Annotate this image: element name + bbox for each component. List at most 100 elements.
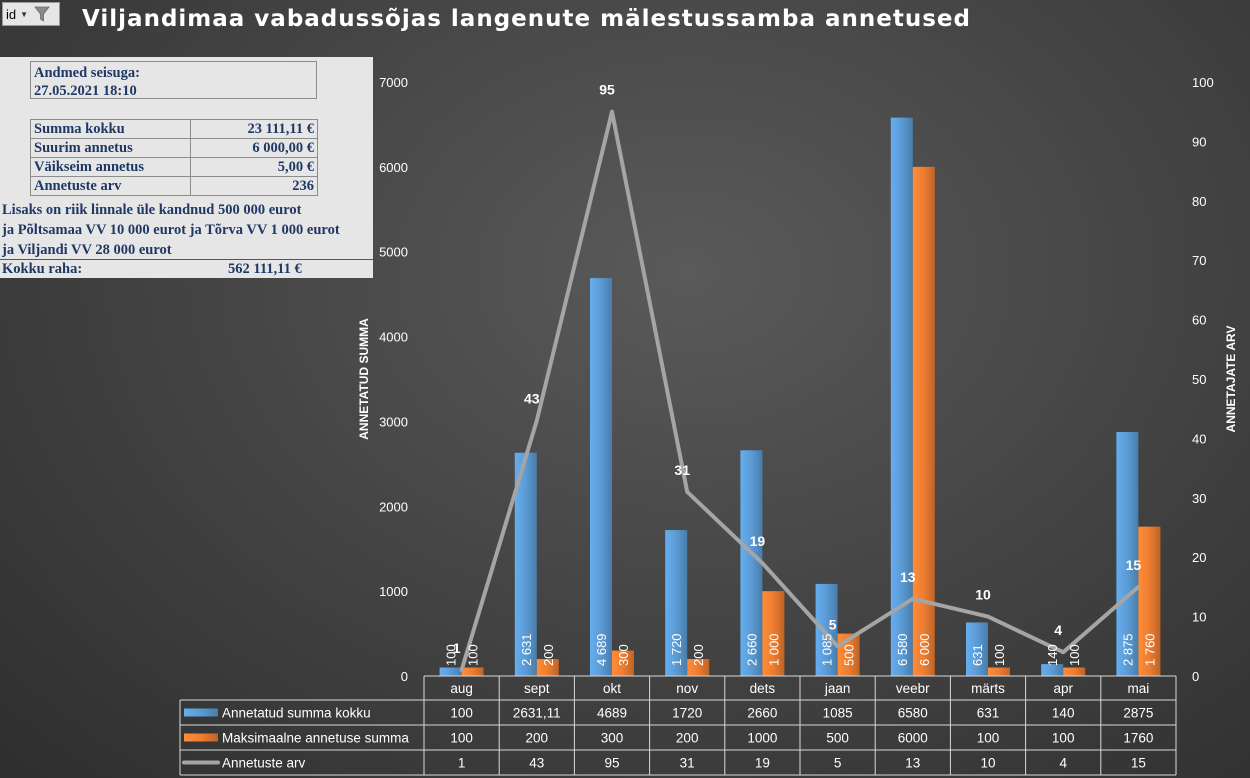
chart-line-series bbox=[459, 109, 1141, 673]
note-line: Lisaks on riik linnale üle kandnud 500 0… bbox=[2, 202, 302, 218]
bar-annetatud-summa bbox=[1116, 432, 1139, 676]
bar-data-label: 200 bbox=[541, 644, 556, 666]
y2-tick-label: 40 bbox=[1192, 431, 1206, 446]
x-tick-label: veebr bbox=[896, 681, 930, 696]
table-cell: 5 bbox=[834, 756, 842, 771]
table-cell: 19 bbox=[755, 756, 770, 771]
table-cell: 2631,11 bbox=[513, 706, 561, 721]
bar-annetatud-summa bbox=[665, 530, 688, 676]
stats-row: Väikseim annetus 5,00 € bbox=[30, 157, 318, 177]
legend-key-bar bbox=[184, 708, 218, 717]
stats-table: Summa kokku 23 111,11 € Suurim annetus 6… bbox=[30, 119, 318, 196]
state-funding-note: Lisaks on riik linnale üle kandnud 500 0… bbox=[2, 200, 340, 260]
filter-dropdown[interactable]: id ▼ bbox=[2, 2, 60, 26]
line-data-label: 43 bbox=[524, 391, 540, 407]
table-cell: 300 bbox=[601, 731, 624, 746]
line-data-label: 5 bbox=[829, 616, 837, 632]
bar-data-label: 4 689 bbox=[594, 633, 609, 666]
table-cell: 1 bbox=[458, 756, 466, 771]
line-data-label: 13 bbox=[900, 569, 916, 585]
x-tick-label: jaan bbox=[824, 681, 851, 696]
table-cell: 31 bbox=[680, 756, 695, 771]
info-panel: Andmed seisuga: 27.05.2021 18:10 Summa k… bbox=[0, 57, 373, 278]
table-cell: 15 bbox=[1131, 756, 1146, 771]
table-cell: 2875 bbox=[1123, 706, 1153, 721]
x-tick-label: okt bbox=[603, 681, 621, 696]
bar-data-label: 140 bbox=[1045, 644, 1060, 666]
asof-box: Andmed seisuga: 27.05.2021 18:10 bbox=[30, 61, 317, 99]
table-cell: 200 bbox=[526, 731, 549, 746]
bar-annetatud-summa bbox=[966, 622, 988, 676]
stat-value: 6 000,00 € bbox=[190, 138, 318, 158]
y2-tick-label: 20 bbox=[1192, 550, 1206, 565]
y-axis-title: ANNETATUD SUMMA bbox=[357, 318, 371, 440]
table-cell: 1760 bbox=[1123, 731, 1153, 746]
x-tick-label: aug bbox=[450, 681, 473, 696]
y-tick-label: 6000 bbox=[379, 160, 408, 175]
chart-bars bbox=[439, 117, 1161, 676]
table-cell: 200 bbox=[676, 731, 699, 746]
y2-tick-label: 100 bbox=[1192, 75, 1214, 90]
bar-data-label: 300 bbox=[616, 644, 631, 666]
x-tick-label: dets bbox=[750, 681, 776, 696]
bar-maksimaalne-annetus bbox=[461, 667, 484, 676]
table-cell: 95 bbox=[604, 756, 619, 771]
page-title: Viljandimaa vabadussõjas langenute mäles… bbox=[82, 6, 971, 32]
bar-data-label: 2 660 bbox=[744, 633, 759, 666]
table-cell: 100 bbox=[1052, 731, 1075, 746]
line-data-label: 1 bbox=[453, 640, 461, 656]
legend-key-bar bbox=[184, 733, 218, 742]
chart-data-table: aug sept okt nov dets jaan veebr märts apr mai Ann… bbox=[179, 675, 1177, 776]
line-annetuste-arv bbox=[459, 109, 1141, 673]
legend-series-name: Maksimaalne annetuse summa bbox=[222, 731, 409, 746]
table-cell: 2660 bbox=[747, 706, 777, 721]
y-tick-label: 5000 bbox=[379, 245, 408, 260]
note-line: ja Põltsamaa VV 10 000 eurot ja Tõrva VV… bbox=[2, 222, 340, 238]
y2-axis-title: ANNETAJATE ARV bbox=[1224, 326, 1238, 433]
bar-annetatud-summa bbox=[514, 452, 537, 676]
y2-tick-label: 90 bbox=[1192, 134, 1206, 149]
bar-data-label: 500 bbox=[842, 644, 857, 666]
bar-maksimaalne-annetus bbox=[912, 166, 935, 676]
y2-tick-label: 80 bbox=[1192, 194, 1206, 209]
y2-tick-label: 30 bbox=[1192, 491, 1206, 506]
bar-maksimaalne-annetus bbox=[612, 650, 634, 676]
table-cell: 43 bbox=[529, 756, 544, 771]
y-tick-label: 0 bbox=[401, 669, 408, 684]
table-cell: 631 bbox=[977, 706, 1000, 721]
table-cell: 4689 bbox=[597, 706, 627, 721]
bar-data-label: 100 bbox=[444, 644, 459, 666]
line-data-label: 31 bbox=[674, 462, 690, 478]
bar-data-label: 1 000 bbox=[766, 633, 781, 666]
x-tick-label: mai bbox=[1128, 681, 1150, 696]
bar-data-label: 6 580 bbox=[895, 633, 910, 666]
table-cell: 6000 bbox=[898, 731, 928, 746]
y-tick-label: 1000 bbox=[379, 584, 408, 599]
table-cell: 100 bbox=[977, 731, 1000, 746]
x-tick-label: nov bbox=[676, 681, 698, 696]
stats-row: Annetuste arv 236 bbox=[30, 176, 318, 196]
bar-data-label: 200 bbox=[691, 644, 706, 666]
asof-label: Andmed seisuga: bbox=[34, 65, 140, 81]
bar-data-label: 1 720 bbox=[669, 633, 684, 666]
bar-data-label: 100 bbox=[992, 644, 1007, 666]
table-cell: 10 bbox=[980, 756, 995, 771]
table-cell: 500 bbox=[826, 731, 849, 746]
y-tick-label: 2000 bbox=[379, 499, 408, 514]
bar-data-label: 1 085 bbox=[820, 633, 835, 666]
stats-row: Suurim annetus 6 000,00 € bbox=[30, 138, 318, 158]
total-label: Kokku raha: bbox=[2, 261, 83, 277]
stat-label: Suurim annetus bbox=[30, 138, 191, 158]
bar-annetatud-summa bbox=[740, 450, 763, 676]
chart-data-labels: 100 100 2 631 200 4 689 300 1 720 200 2 660 1 000… bbox=[444, 82, 1158, 666]
bar-annetatud-summa bbox=[815, 583, 838, 676]
bar-annetatud-summa bbox=[890, 117, 913, 676]
stat-label: Annetuste arv bbox=[30, 176, 191, 196]
y2-tick-label: 0 bbox=[1192, 669, 1199, 684]
bar-maksimaalne-annetus bbox=[536, 659, 559, 676]
bar-data-label: 2 875 bbox=[1120, 633, 1135, 666]
y2-tick-label: 60 bbox=[1192, 313, 1206, 328]
asof-value: 27.05.2021 18:10 bbox=[34, 83, 137, 99]
bar-data-label: 2 631 bbox=[519, 633, 534, 666]
